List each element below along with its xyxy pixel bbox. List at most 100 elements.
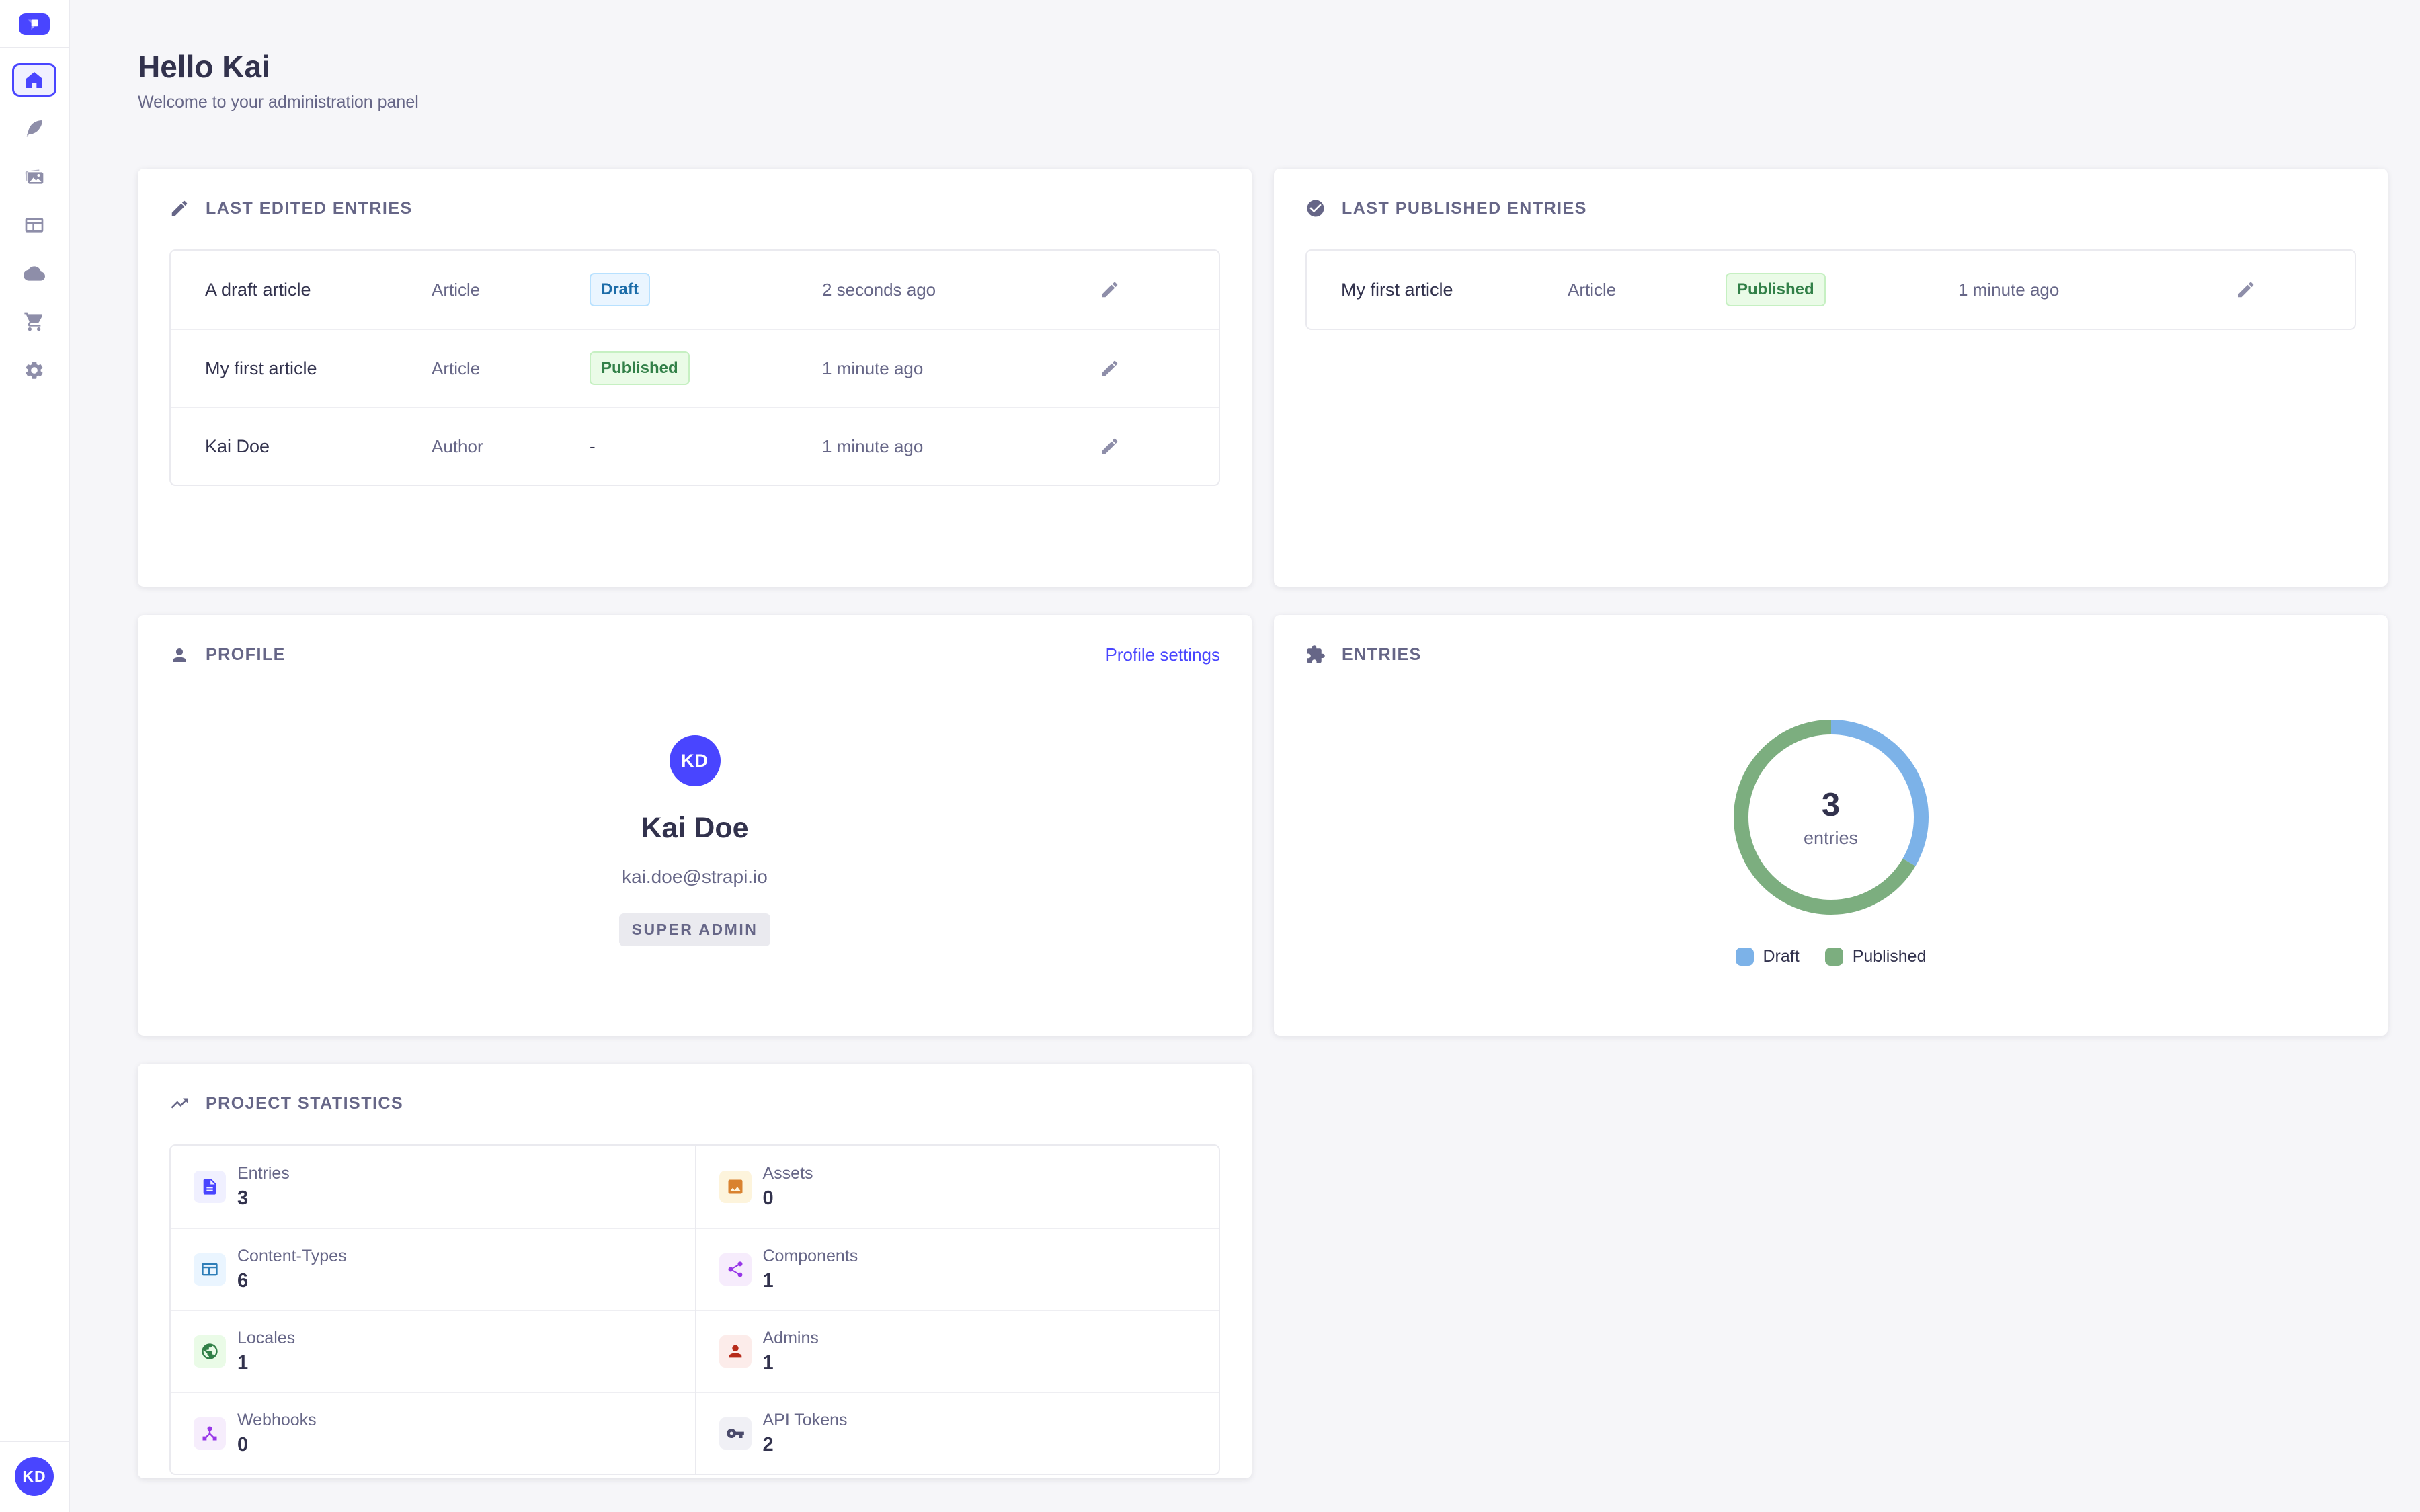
- profile-card: PROFILE Profile settings KD Kai Doe kai.…: [138, 615, 1252, 1036]
- stat-locales: Locales 1: [171, 1310, 695, 1392]
- stat-label: Admins: [762, 1329, 819, 1347]
- sidebar-item-media-library[interactable]: [12, 160, 56, 194]
- stat-label: Components: [762, 1247, 858, 1265]
- card-title: LAST PUBLISHED ENTRIES: [1342, 198, 1587, 218]
- content-type-builder-icon: [24, 214, 45, 236]
- sidebar-item-marketplace[interactable]: [12, 305, 56, 339]
- chart-legend: Draft Published: [1735, 947, 1927, 966]
- stat-value: 6: [237, 1270, 249, 1292]
- entry-title: A draft article: [205, 279, 311, 300]
- card-header: LAST EDITED ENTRIES: [138, 169, 1252, 218]
- donut-chart-svg: [1733, 720, 1929, 915]
- stat-label: Entries: [237, 1164, 290, 1183]
- edit-pencil-icon[interactable]: [1100, 280, 1120, 300]
- status-empty: -: [590, 435, 596, 456]
- project-statistics-card: PROJECT STATISTICS Entries 3: [138, 1064, 1252, 1478]
- role-badge: SUPER ADMIN: [618, 913, 771, 946]
- entries-total-label: entries: [1803, 827, 1859, 848]
- stat-label: Locales: [237, 1329, 296, 1347]
- sidebar-item-home[interactable]: [12, 63, 56, 97]
- entries-total: 3: [1821, 786, 1841, 823]
- home-icon: [24, 69, 45, 91]
- avatar: KD: [669, 735, 721, 786]
- stat-label: Webhooks: [237, 1411, 317, 1429]
- stat-value: 1: [762, 1352, 774, 1374]
- card-header: PROJECT STATISTICS: [138, 1064, 1252, 1114]
- admin-user-icon: [719, 1335, 752, 1368]
- card-header: ENTRIES: [1274, 615, 2388, 665]
- stat-label: Assets: [762, 1164, 813, 1183]
- entry-time: 1 minute ago: [822, 435, 924, 456]
- stat-value: 1: [762, 1270, 774, 1292]
- card-header: PROFILE Profile settings: [138, 615, 1252, 665]
- document-icon: [194, 1171, 226, 1203]
- stat-value: 1: [237, 1352, 249, 1374]
- hub-icon: [194, 1417, 226, 1450]
- card-header: LAST PUBLISHED ENTRIES: [1274, 169, 2388, 218]
- stat-value: 0: [762, 1187, 774, 1209]
- entry-type: Article: [432, 358, 481, 378]
- sidebar-nav: [12, 63, 56, 387]
- last-edited-table: A draft article Article Draft 2 seconds …: [169, 249, 1220, 486]
- globe-icon: [194, 1335, 226, 1368]
- media-library-icon: [24, 166, 45, 187]
- legend-item-draft: Draft: [1735, 947, 1800, 966]
- image-icon: [719, 1171, 752, 1203]
- stat-api-tokens: API Tokens 2: [694, 1392, 1219, 1474]
- stat-content-types: Content-Types 6: [171, 1228, 695, 1310]
- stat-webhooks: Webhooks 0: [171, 1392, 695, 1474]
- card-title: LAST EDITED ENTRIES: [206, 198, 413, 218]
- sidebar-divider: [0, 1441, 69, 1442]
- legend-label: Published: [1852, 947, 1927, 966]
- table-row: A draft article Article Draft 2 seconds …: [171, 251, 1219, 329]
- card-title: PROJECT STATISTICS: [206, 1093, 404, 1113]
- check-circle-icon: [1305, 198, 1326, 218]
- profile-email: kai.doe@strapi.io: [622, 866, 768, 887]
- legend-label: Draft: [1763, 947, 1800, 966]
- entry-time: 2 seconds ago: [822, 279, 936, 300]
- layout-icon: [194, 1253, 226, 1286]
- key-icon: [719, 1417, 752, 1450]
- last-edited-entries-card: LAST EDITED ENTRIES A draft article Arti…: [138, 169, 1252, 587]
- cloud-icon: [24, 263, 45, 284]
- page-subtitle: Welcome to your administration panel: [138, 93, 419, 112]
- sidebar-item-content-type-builder[interactable]: [12, 208, 56, 242]
- stat-admins: Admins 1: [694, 1310, 1219, 1392]
- stat-value: 0: [237, 1434, 249, 1456]
- entry-type: Article: [432, 279, 481, 300]
- widgets-grid: LAST EDITED ENTRIES A draft article Arti…: [138, 169, 2388, 1478]
- project-statistics-table: Entries 3 Assets 0: [169, 1144, 1220, 1475]
- user-icon: [169, 645, 190, 665]
- strapi-logo: [19, 13, 50, 35]
- sidebar-item-content-manager[interactable]: [12, 112, 56, 145]
- entry-time: 1 minute ago: [822, 358, 924, 378]
- settings-gear-icon: [24, 360, 45, 381]
- table-row: My first article Article Published 1 min…: [171, 329, 1219, 407]
- pencil-icon: [169, 198, 190, 218]
- stat-value: 3: [237, 1187, 249, 1209]
- user-avatar[interactable]: KD: [15, 1457, 54, 1496]
- sidebar-item-deploy[interactable]: [12, 257, 56, 290]
- last-published-entries-card: LAST PUBLISHED ENTRIES My first article …: [1274, 169, 2388, 587]
- table-row: My first article Article Published 1 min…: [1307, 251, 2355, 329]
- profile-settings-link[interactable]: Profile settings: [1105, 644, 1220, 665]
- sidebar: KD: [0, 0, 70, 1512]
- edit-pencil-icon[interactable]: [2236, 280, 2256, 300]
- card-title: PROFILE: [206, 645, 286, 664]
- entry-title: Kai Doe: [205, 435, 270, 456]
- trending-up-icon: [169, 1093, 190, 1114]
- table-row: Kai Doe Author - 1 minute ago: [171, 407, 1219, 485]
- edit-pencil-icon[interactable]: [1100, 358, 1120, 378]
- last-published-table: My first article Article Published 1 min…: [1305, 249, 2356, 330]
- entries-card: ENTRIES 3 entries: [1274, 615, 2388, 1036]
- sidebar-item-settings[interactable]: [12, 353, 56, 387]
- status-badge: Published: [1726, 273, 1826, 306]
- edit-pencil-icon[interactable]: [1100, 436, 1120, 456]
- entry-title: My first article: [205, 358, 317, 378]
- entry-title: My first article: [1341, 279, 1453, 300]
- feather-icon: [24, 118, 45, 139]
- card-title: ENTRIES: [1342, 644, 1422, 664]
- status-badge: Draft: [590, 273, 651, 306]
- marketplace-cart-icon: [24, 311, 45, 333]
